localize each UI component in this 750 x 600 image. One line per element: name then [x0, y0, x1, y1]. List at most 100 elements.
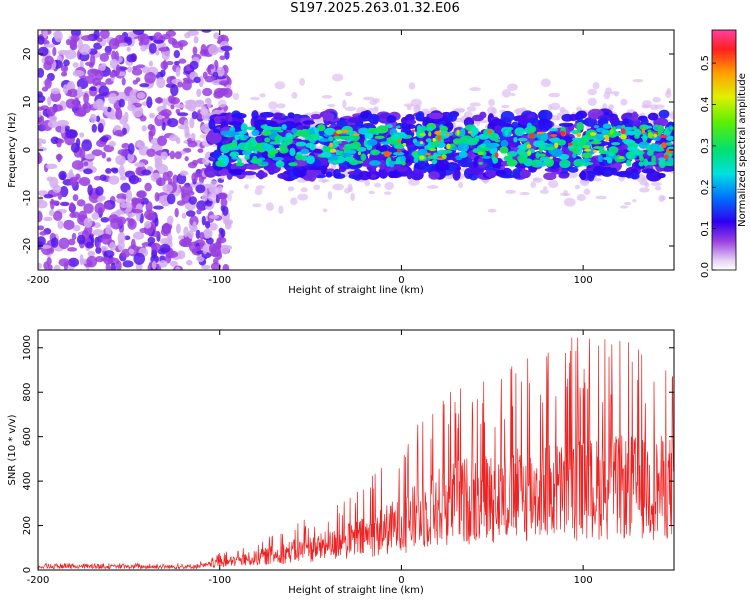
- spectrogram-blob: [261, 130, 272, 136]
- spectrogram-blob: [264, 137, 271, 143]
- spectrogram-blob: [68, 169, 74, 178]
- spectrogram-blob: [83, 153, 96, 160]
- spectrogram-blob: [661, 195, 666, 201]
- spectrogram-blob: [658, 109, 670, 119]
- spectrogram-blob: [517, 137, 528, 142]
- spectrogram-blob: [411, 129, 415, 133]
- spectrogram-blob: [633, 128, 642, 137]
- spectrogram-blob: [176, 250, 186, 260]
- spectrogram-blob: [191, 111, 198, 120]
- spectrogram-blob: [126, 46, 131, 52]
- spectrogram-blob: [187, 140, 198, 148]
- x-tick-label: -200: [27, 575, 50, 586]
- spectrogram-blob: [123, 36, 132, 43]
- spectrogram-blob: [63, 59, 70, 67]
- spectrogram-blob: [149, 112, 155, 119]
- x-tick-label: 100: [574, 575, 593, 586]
- spectrogram-blob: [329, 142, 333, 148]
- spectrogram-blob: [501, 104, 510, 109]
- spectrogram-blob: [204, 161, 209, 166]
- spectrogram-blob: [38, 236, 46, 247]
- spectrogram-blob: [201, 192, 208, 202]
- spectrogram-blob: [95, 186, 104, 196]
- spectrogram-blob: [620, 98, 628, 106]
- spectrogram-blob: [67, 247, 78, 252]
- spectrogram-blob: [514, 127, 525, 137]
- spectrogram-blob: [630, 172, 640, 180]
- spectrogram-blob: [196, 88, 202, 98]
- spectrogram-blob: [46, 106, 56, 117]
- spectrogram-blob: [616, 170, 632, 178]
- spectrogram-blob: [426, 126, 434, 132]
- spectrogram-blob: [222, 263, 230, 270]
- spectrogram-blob: [79, 147, 86, 160]
- spectrogram-blob: [548, 92, 561, 98]
- spectrogram-blob: [157, 135, 168, 146]
- spectrogram-blob: [101, 151, 107, 159]
- spectrogram-blob: [111, 168, 119, 174]
- spectrogram-blob: [116, 64, 121, 76]
- spectrogram-blob: [468, 167, 484, 176]
- spectrogram-blob: [158, 260, 168, 268]
- spectrogram-blob: [162, 98, 167, 110]
- spectrogram-blob: [373, 106, 379, 111]
- spectrogram-blob: [438, 141, 444, 149]
- spectrogram-blob: [136, 140, 146, 149]
- spectrogram-blob: [275, 160, 285, 168]
- spectrogram-blob: [187, 229, 194, 239]
- spectrogram-blob: [215, 75, 227, 80]
- spectrogram-blob: [609, 115, 620, 125]
- spectrogram-blob: [456, 129, 460, 136]
- spectrogram-blob: [108, 93, 118, 105]
- spectrogram-blob: [245, 164, 262, 170]
- spectrogram-blob: [469, 87, 481, 92]
- spectrogram-blob: [364, 179, 371, 187]
- spectrogram-blob: [210, 262, 221, 270]
- spectrogram-blob: [127, 104, 136, 112]
- spectrogram-blob: [386, 115, 397, 124]
- spectrogram-blob: [127, 152, 135, 163]
- spectrogram-blob: [313, 184, 321, 191]
- spectrogram-blob: [372, 150, 377, 154]
- spectrogram-blob: [217, 192, 228, 200]
- spectrogram-blob: [538, 118, 550, 126]
- spectrogram-blob: [97, 122, 104, 133]
- spectrogram-blob: [654, 185, 662, 191]
- spectrogram-blob: [306, 166, 321, 171]
- spectrogram-blob: [117, 232, 126, 244]
- spectrogram-blob: [539, 189, 550, 194]
- spectrogram-blob: [118, 98, 125, 108]
- spectrogram-blob: [220, 198, 228, 207]
- spectrogram-blob: [625, 159, 632, 167]
- spectrogram-ylabel: Frequency (Hz): [7, 112, 18, 188]
- spectrogram-blob: [288, 162, 298, 167]
- spectrogram-blob: [593, 149, 598, 153]
- spectrogram-blob: [57, 138, 65, 144]
- spectrogram-blob: [347, 117, 362, 124]
- spectrogram-blob: [620, 134, 627, 140]
- spectrogram-blob: [58, 237, 70, 250]
- y-tick-label: -20: [22, 238, 33, 254]
- spectrogram-blob: [184, 156, 189, 162]
- spectrogram-blob: [201, 264, 211, 270]
- spectrogram-blob: [511, 121, 519, 128]
- spectrogram-blob: [38, 138, 44, 145]
- spectrogram-blob: [62, 84, 69, 94]
- spectrogram-blob: [53, 210, 63, 221]
- spectrogram-blob: [108, 175, 120, 185]
- spectrogram-blob: [665, 135, 674, 141]
- spectrogram-blob: [406, 167, 413, 180]
- spectrogram-blob: [428, 131, 432, 137]
- spectrogram-blob: [638, 150, 644, 155]
- y-tick-label: 600: [22, 427, 33, 446]
- spectrogram-blob: [504, 129, 509, 137]
- spectrogram-blob: [124, 235, 131, 241]
- spectrogram-blob: [184, 32, 191, 39]
- spectrogram-blob: [251, 138, 256, 147]
- spectrogram-blob: [167, 117, 179, 128]
- spectrogram-blob: [47, 120, 59, 129]
- spectrogram-blob: [241, 170, 257, 176]
- spectrogram-blob: [217, 157, 224, 162]
- spectrogram-blob: [160, 60, 169, 70]
